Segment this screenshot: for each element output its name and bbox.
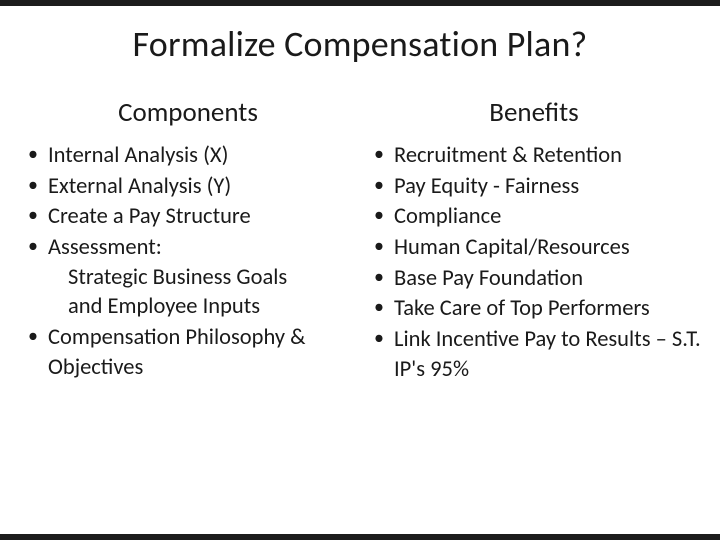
list-item-text: Compensation Philosophy & Objectives [48, 324, 306, 381]
list-item-text: Recruitment & Retention [394, 142, 622, 169]
list-item: Recruitment & Retention [372, 141, 702, 171]
right-column-heading: Benefits [366, 96, 702, 129]
list-item: Internal Analysis (X) [26, 141, 356, 171]
list-item-subline: Strategic Business Goals [48, 263, 356, 293]
list-item: Link Incentive Pay to Results – S.T. IP'… [372, 325, 702, 384]
left-bullet-list: Internal Analysis (X) External Analysis … [20, 141, 356, 383]
list-item: Pay Equity - Fairness [372, 172, 702, 202]
list-item-text: Pay Equity - Fairness [394, 173, 579, 200]
left-column-heading: Components [20, 96, 356, 129]
right-column: Benefits Recruitment & Retention Pay Equ… [366, 96, 702, 386]
right-bullet-list: Recruitment & Retention Pay Equity - Fai… [366, 141, 702, 385]
list-item: External Analysis (Y) [26, 172, 356, 202]
list-item-text: Internal Analysis (X) [48, 142, 228, 169]
list-item-text: Take Care of Top Performers [394, 295, 650, 322]
two-column-layout: Components Internal Analysis (X) Externa… [0, 96, 720, 386]
list-item: Human Capital/Resources [372, 233, 702, 263]
slide-title: Formalize Compensation Plan? [0, 22, 720, 66]
list-item-text: External Analysis (Y) [48, 173, 231, 200]
list-item-text: Base Pay Foundation [394, 265, 583, 292]
list-item: Create a Pay Structure [26, 202, 356, 232]
list-item-text: Assessment: [48, 234, 162, 261]
list-item-text: Compliance [394, 203, 501, 230]
list-item: Assessment: Strategic Business Goals and… [26, 233, 356, 322]
list-item-subline: and Employee Inputs [48, 292, 356, 322]
list-item: Compensation Philosophy & Objectives [26, 323, 356, 382]
list-item-text: Link Incentive Pay to Results – S.T. IP'… [394, 326, 701, 383]
list-item-text: Human Capital/Resources [394, 234, 630, 261]
list-item-text: Create a Pay Structure [48, 203, 251, 230]
left-column: Components Internal Analysis (X) Externa… [20, 96, 356, 386]
slide: Formalize Compensation Plan? Components … [0, 6, 720, 534]
frame-bar-bottom [0, 534, 720, 540]
list-item: Take Care of Top Performers [372, 294, 702, 324]
list-item: Compliance [372, 202, 702, 232]
list-item: Base Pay Foundation [372, 264, 702, 294]
